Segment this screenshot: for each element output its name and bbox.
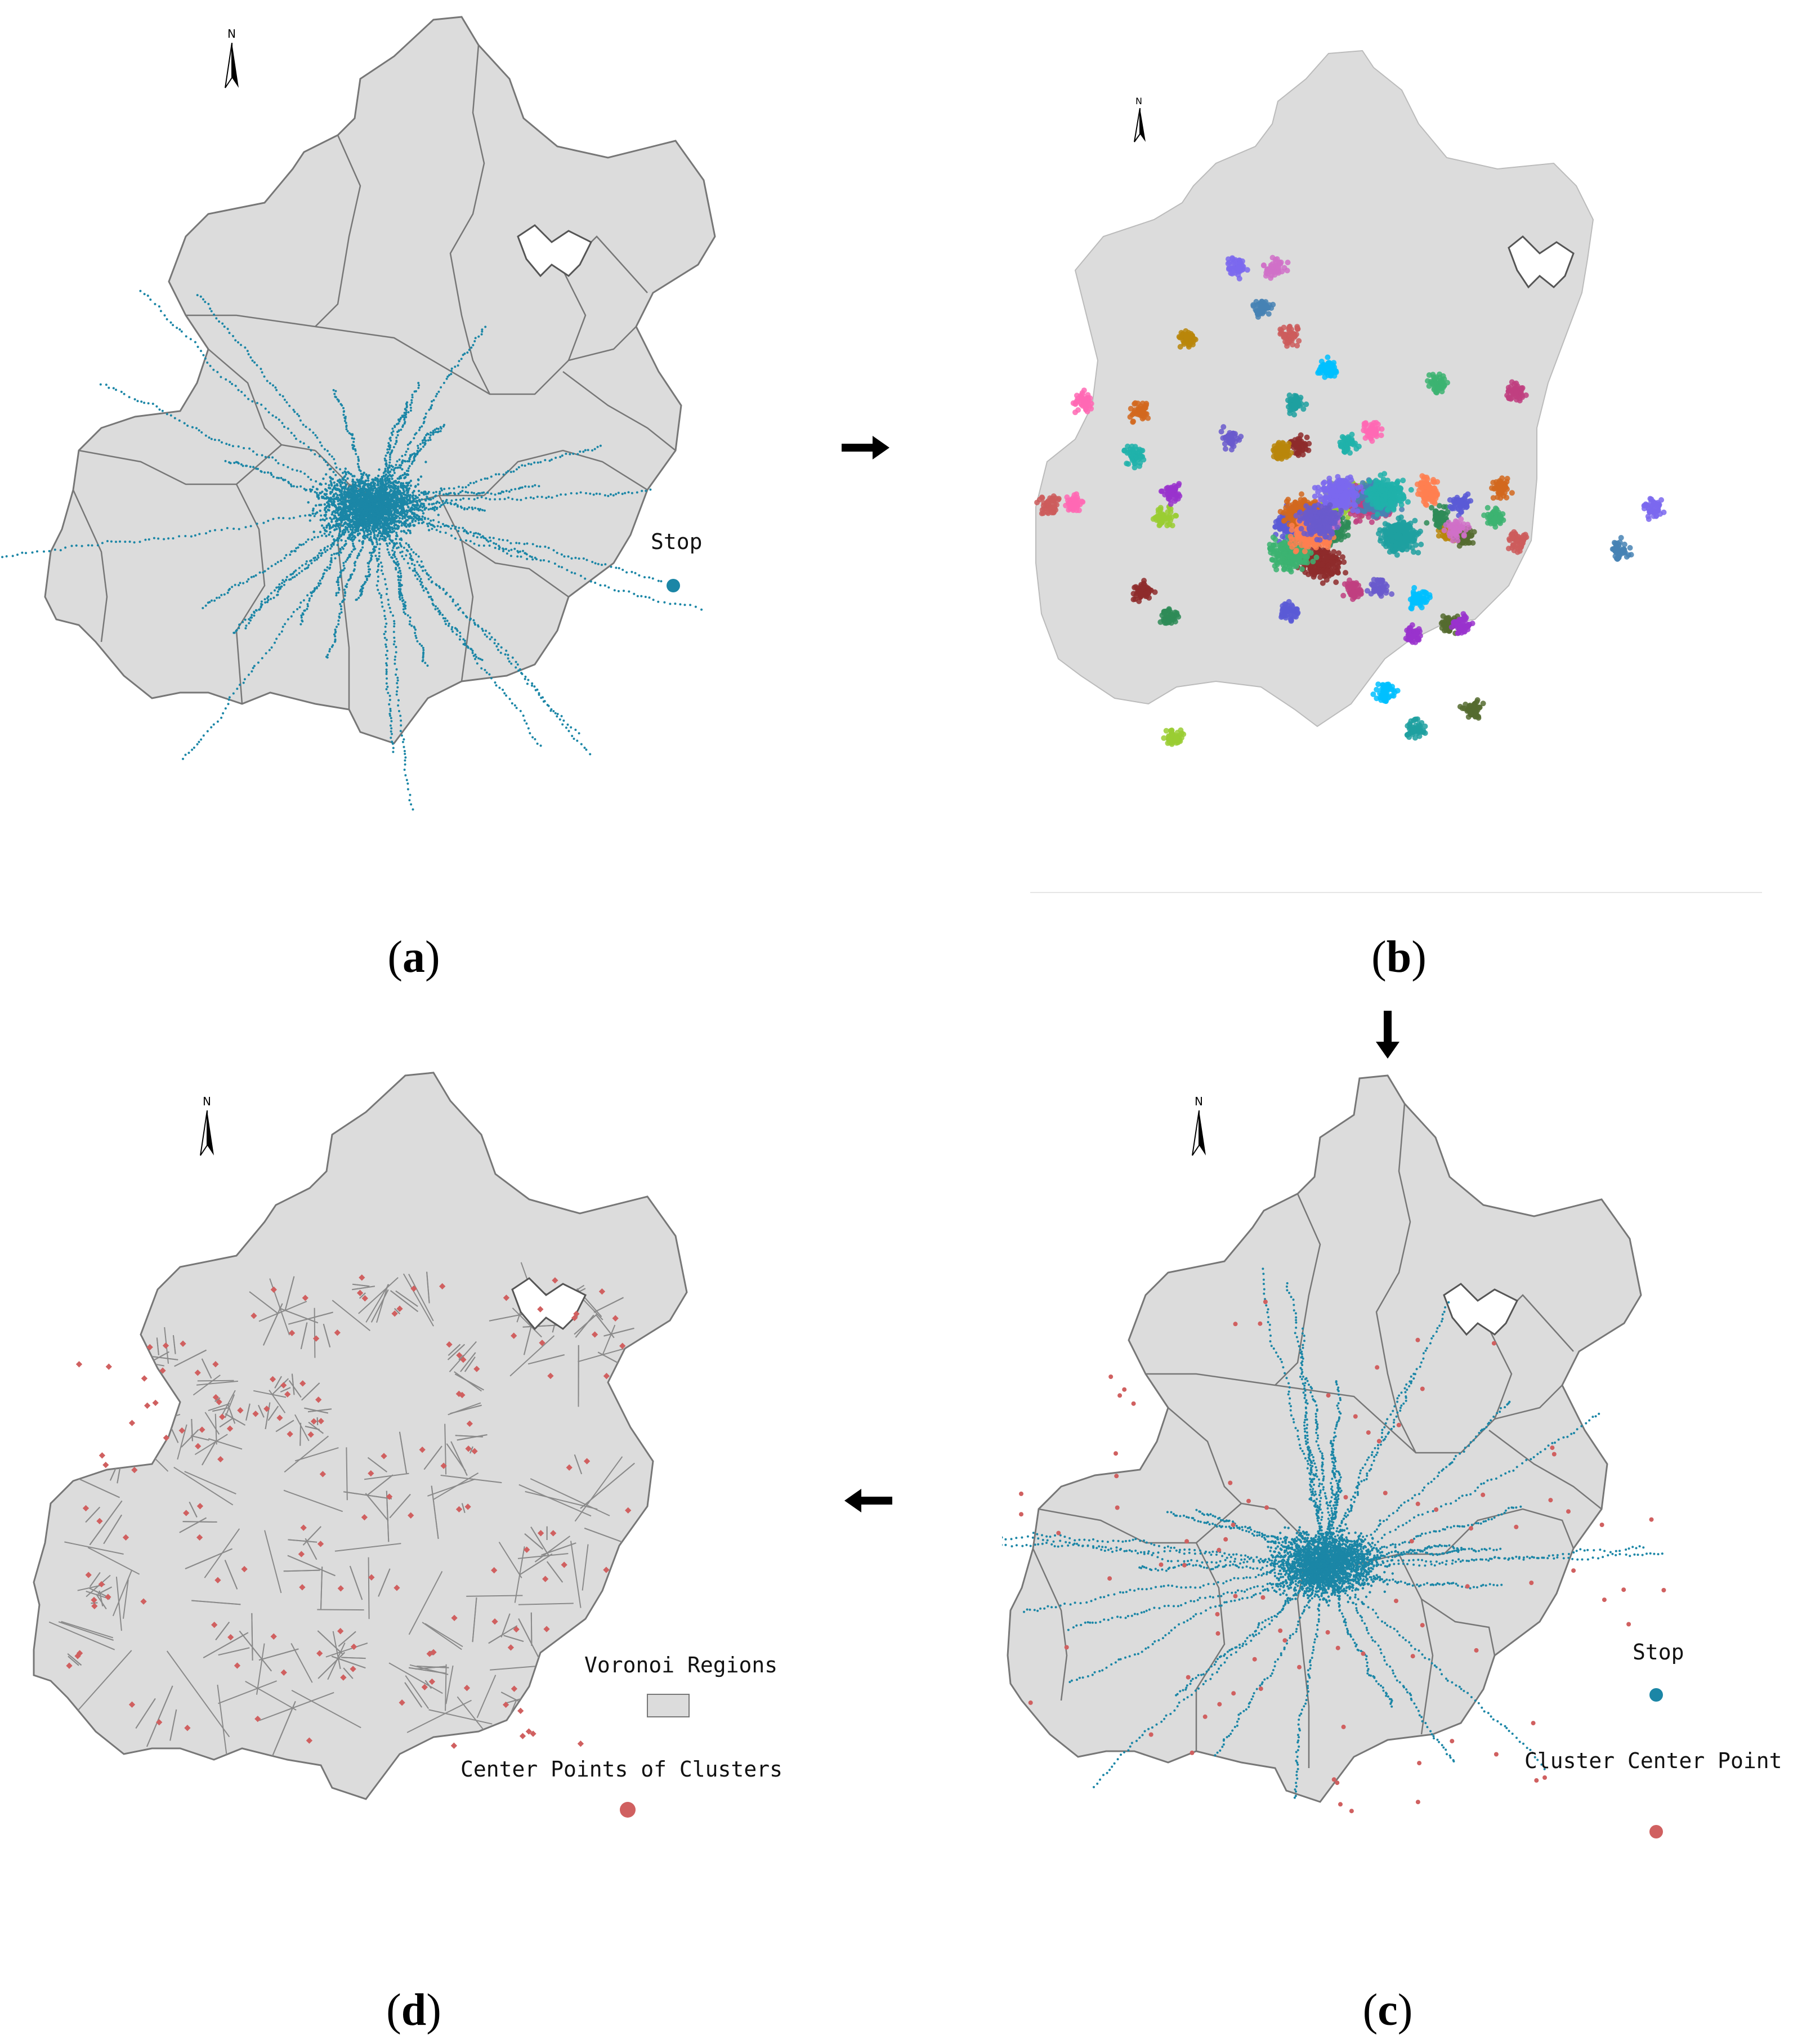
beijing-boundary bbox=[1007, 1074, 1642, 1803]
stop-points bbox=[1002, 1268, 1664, 1799]
legend-center-label: Cluster Center Point bbox=[1524, 1748, 1782, 1773]
north-label: N bbox=[203, 1095, 211, 1108]
miyun-reservoir bbox=[517, 224, 593, 278]
panel-a: N Stop bbox=[0, 0, 844, 929]
north-label: N bbox=[227, 27, 236, 41]
miyun-reservoir bbox=[1443, 1283, 1519, 1336]
caption-c: (c) bbox=[1362, 1985, 1413, 2035]
left-arrow bbox=[844, 1489, 892, 1512]
beijing-boundary bbox=[1035, 50, 1594, 728]
right-arrow bbox=[842, 436, 889, 459]
map-b bbox=[1030, 50, 1762, 893]
cluster-points bbox=[1034, 255, 1667, 747]
north-arrow: N bbox=[221, 27, 243, 89]
panel-b: N bbox=[1013, 0, 1802, 929]
beijing-boundary bbox=[44, 16, 716, 744]
legend-center-marker bbox=[1649, 1825, 1663, 1838]
miyun-reservoir bbox=[1508, 235, 1575, 289]
north-arrow: N bbox=[196, 1095, 218, 1157]
panel-c: N Stop Cluster Center Point bbox=[1002, 1059, 1802, 1988]
caption-b: (b) bbox=[1371, 932, 1427, 982]
north-label: N bbox=[1135, 96, 1142, 106]
north-arrow: N bbox=[1129, 96, 1151, 146]
legend-stop-label: Stop bbox=[1633, 1640, 1684, 1664]
legend-center-marker bbox=[620, 1802, 636, 1818]
map-a bbox=[1, 16, 716, 811]
cluster-center-points bbox=[1019, 1300, 1666, 1814]
north-arrow: N bbox=[1188, 1095, 1210, 1157]
stop-points bbox=[1, 289, 703, 811]
legend-stop-marker bbox=[667, 579, 680, 592]
north-label: N bbox=[1195, 1095, 1203, 1108]
legend-voronoi-swatch bbox=[647, 1694, 690, 1717]
caption-d: (d) bbox=[386, 1985, 441, 2035]
panel-d: N Voronoi Regions Center Points of Clust… bbox=[0, 1059, 844, 1988]
legend-stop-marker bbox=[1649, 1688, 1663, 1702]
map-d bbox=[33, 1072, 688, 1800]
legend-center-label: Center Points of Clusters bbox=[460, 1757, 782, 1782]
legend-voronoi-label: Voronoi Regions bbox=[584, 1653, 778, 1677]
caption-a: (a) bbox=[387, 932, 440, 982]
down-arrow bbox=[1376, 1011, 1399, 1059]
beijing-boundary bbox=[33, 1072, 688, 1800]
legend-stop-label: Stop bbox=[651, 529, 703, 554]
map-c bbox=[1002, 1074, 1666, 1814]
